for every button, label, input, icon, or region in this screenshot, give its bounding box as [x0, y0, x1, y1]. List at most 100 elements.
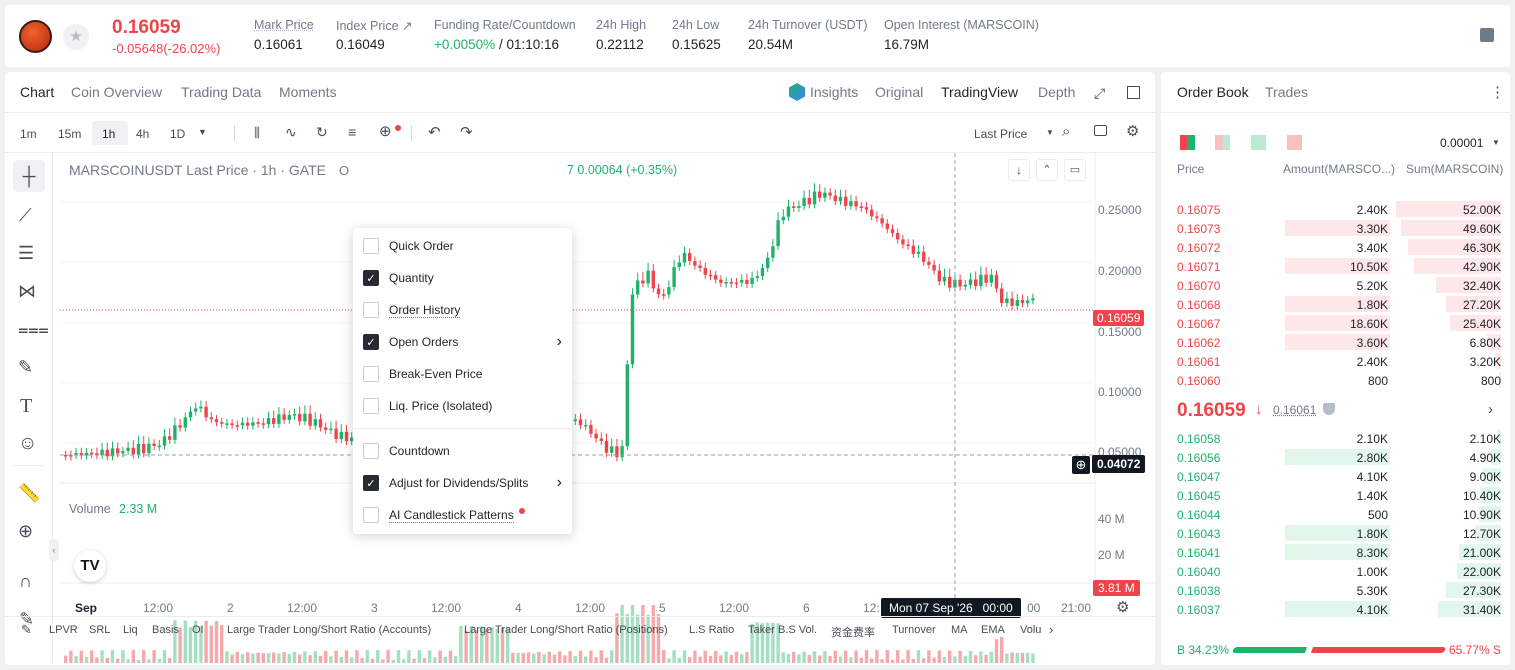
scroll-down-button[interactable]: ↓ — [1008, 159, 1030, 181]
collapse-handle[interactable]: ‹ — [49, 539, 59, 561]
indicator-3[interactable]: Basis — [152, 624, 179, 636]
view-tradingview[interactable]: TradingView — [941, 84, 1019, 100]
indicator-13[interactable]: Volu — [1020, 624, 1042, 636]
checkbox[interactable] — [363, 443, 379, 459]
chevron-down-icon[interactable]: ▼ — [1492, 138, 1500, 147]
redo-icon[interactable]: ↷ — [460, 124, 473, 141]
menu-item[interactable]: Quick Order — [363, 236, 562, 256]
add-icon[interactable]: ⊕ — [379, 123, 392, 140]
pencil-icon[interactable]: ✎ — [19, 609, 35, 629]
menu-item[interactable]: Liq. Price (Isolated) — [363, 396, 562, 416]
bid-row[interactable]: 0.16043 1.80K 12.70K — [1177, 524, 1501, 543]
ask-row[interactable]: 0.16067 18.60K 25.40K — [1177, 314, 1501, 333]
price-source-select[interactable]: Last Price — [974, 127, 1028, 141]
ask-row[interactable]: 0.16072 3.40K 46.30K — [1177, 238, 1501, 257]
indicator-2[interactable]: Liq — [123, 624, 138, 636]
checkbox[interactable] — [363, 302, 379, 318]
menu-item[interactable]: Break-Even Price — [363, 364, 562, 384]
camera-icon[interactable] — [1094, 125, 1107, 136]
view-insights[interactable]: Insights — [810, 84, 859, 100]
edit-indicators-icon[interactable]: ✎ — [21, 622, 32, 637]
tab-chart[interactable]: Chart — [20, 84, 55, 100]
view-both-icon[interactable] — [1180, 135, 1195, 150]
bid-row[interactable]: 0.16047 4.10K 9.00K — [1177, 467, 1501, 486]
view-original[interactable]: Original — [875, 84, 924, 100]
notes-icon[interactable] — [1480, 28, 1494, 42]
menu-item[interactable]: ✓ Quantity — [363, 268, 562, 288]
favorite-star-icon[interactable]: ★ — [63, 24, 89, 50]
bid-row[interactable]: 0.16044 500 10.90K — [1177, 505, 1501, 524]
price-chart[interactable] — [60, 153, 1155, 663]
checkbox[interactable] — [363, 366, 379, 382]
tab-coin-overview[interactable]: Coin Overview — [71, 84, 163, 100]
fullscreen-icon[interactable]: ⤢ — [1094, 85, 1106, 101]
window-icon[interactable] — [1127, 86, 1140, 99]
bid-row[interactable]: 0.16037 4.10K 31.40K — [1177, 600, 1501, 619]
interval-1m[interactable]: 1m — [20, 127, 37, 141]
collapse-button[interactable]: ⌃ — [1036, 159, 1058, 181]
ask-row[interactable]: 0.16060 800 800 — [1177, 371, 1501, 390]
indicator-11[interactable]: MA — [951, 624, 968, 636]
ask-row[interactable]: 0.16068 1.80K 27.20K — [1177, 295, 1501, 314]
indicators-icon[interactable]: ∿ — [285, 124, 297, 140]
templates-icon[interactable]: ≡ — [348, 124, 357, 140]
ask-row[interactable]: 0.16071 10.50K 42.90K — [1177, 257, 1501, 276]
magnet-icon[interactable]: ∩ — [19, 571, 32, 591]
menu-item[interactable]: ✓ Open Orders › — [363, 332, 562, 352]
bid-row[interactable]: 0.16056 2.80K 4.90K — [1177, 448, 1501, 467]
undo-icon[interactable]: ↶ — [428, 124, 441, 141]
view-bids-icon[interactable] — [1251, 135, 1266, 150]
emoji-icon[interactable]: ☺ — [18, 433, 38, 454]
chevron-right-icon[interactable]: › — [1049, 622, 1054, 637]
interval-dropdown-icon[interactable]: ▼ — [198, 127, 207, 137]
tab-trading-data[interactable]: Trading Data — [181, 84, 262, 100]
ask-row[interactable]: 0.16062 3.60K 6.80K — [1177, 333, 1501, 352]
search-icon[interactable]: ⌕ — [1062, 123, 1071, 140]
precision-select[interactable]: 0.00001 — [1440, 136, 1484, 150]
bid-row[interactable]: 0.16038 5.30K 27.30K — [1177, 581, 1501, 600]
more-icon[interactable]: ⋮ — [1490, 84, 1505, 101]
interval-1d[interactable]: 1D — [170, 127, 186, 141]
replay-icon[interactable]: ↻ — [316, 124, 328, 140]
interval-4h[interactable]: 4h — [136, 127, 150, 141]
indicator-4[interactable]: OI — [192, 624, 204, 636]
maximize-pane-button[interactable]: ▭ — [1064, 159, 1086, 181]
menu-item[interactable]: Countdown — [363, 441, 562, 461]
ask-row[interactable]: 0.16075 2.40K 52.00K — [1177, 200, 1501, 219]
add-alert-icon[interactable]: ⊕ — [1072, 456, 1090, 474]
chevron-right-icon[interactable]: › — [1488, 401, 1493, 418]
bid-row[interactable]: 0.16040 1.00K 22.00K — [1177, 562, 1501, 581]
checkbox[interactable]: ✓ — [363, 270, 379, 286]
interval-15m[interactable]: 15m — [58, 127, 82, 141]
indicator-5[interactable]: Large Trader Long/Short Ratio (Accounts) — [227, 624, 432, 636]
checkbox[interactable]: ✓ — [363, 334, 379, 350]
chevron-down-icon[interactable]: ▼ — [1046, 128, 1054, 137]
tab-moments[interactable]: Moments — [279, 84, 337, 100]
indicator-7[interactable]: L.S Ratio — [689, 624, 735, 636]
ruler-icon[interactable]: 📏 — [18, 483, 41, 503]
chart-settings-icon[interactable]: ⚙ — [1116, 599, 1130, 616]
checkbox[interactable]: ✓ — [363, 475, 379, 491]
checkbox[interactable] — [363, 238, 379, 254]
trendline-icon[interactable]: ⟋ — [19, 205, 32, 225]
pattern-icon[interactable]: ⋈ — [18, 281, 36, 301]
ask-row[interactable]: 0.16073 3.30K 49.60K — [1177, 219, 1501, 238]
bid-row[interactable]: 0.16041 8.30K 21.00K — [1177, 543, 1501, 562]
indicator-8[interactable]: Taker B.S Vol. — [748, 624, 818, 636]
gear-icon[interactable]: ⚙ — [1126, 123, 1140, 140]
indicator-10[interactable]: Turnover — [892, 624, 936, 636]
candle-type-icon[interactable]: ⫼ — [254, 125, 260, 140]
menu-item[interactable]: Order History — [363, 300, 562, 320]
bid-row[interactable]: 0.16045 1.40K 10.40K — [1177, 486, 1501, 505]
indicator-6[interactable]: Large Trader Long/Short Ratio (Positions… — [464, 624, 668, 636]
bid-row[interactable]: 0.16058 2.10K 2.10K — [1177, 429, 1501, 448]
tab-order-book[interactable]: Order Book — [1177, 84, 1249, 100]
prediction-icon[interactable]: ⩶ — [18, 319, 49, 339]
interval-1h[interactable]: 1h — [102, 127, 116, 141]
view-split-icon[interactable] — [1215, 135, 1230, 150]
zoom-in-icon[interactable]: ⊕ — [18, 521, 34, 541]
fib-icon[interactable]: ☰ — [18, 243, 35, 263]
indicator-12[interactable]: EMA — [981, 624, 1005, 636]
tab-trades[interactable]: Trades — [1265, 84, 1309, 100]
menu-item[interactable]: ✓ Adjust for Dividends/Splits › — [363, 473, 562, 493]
